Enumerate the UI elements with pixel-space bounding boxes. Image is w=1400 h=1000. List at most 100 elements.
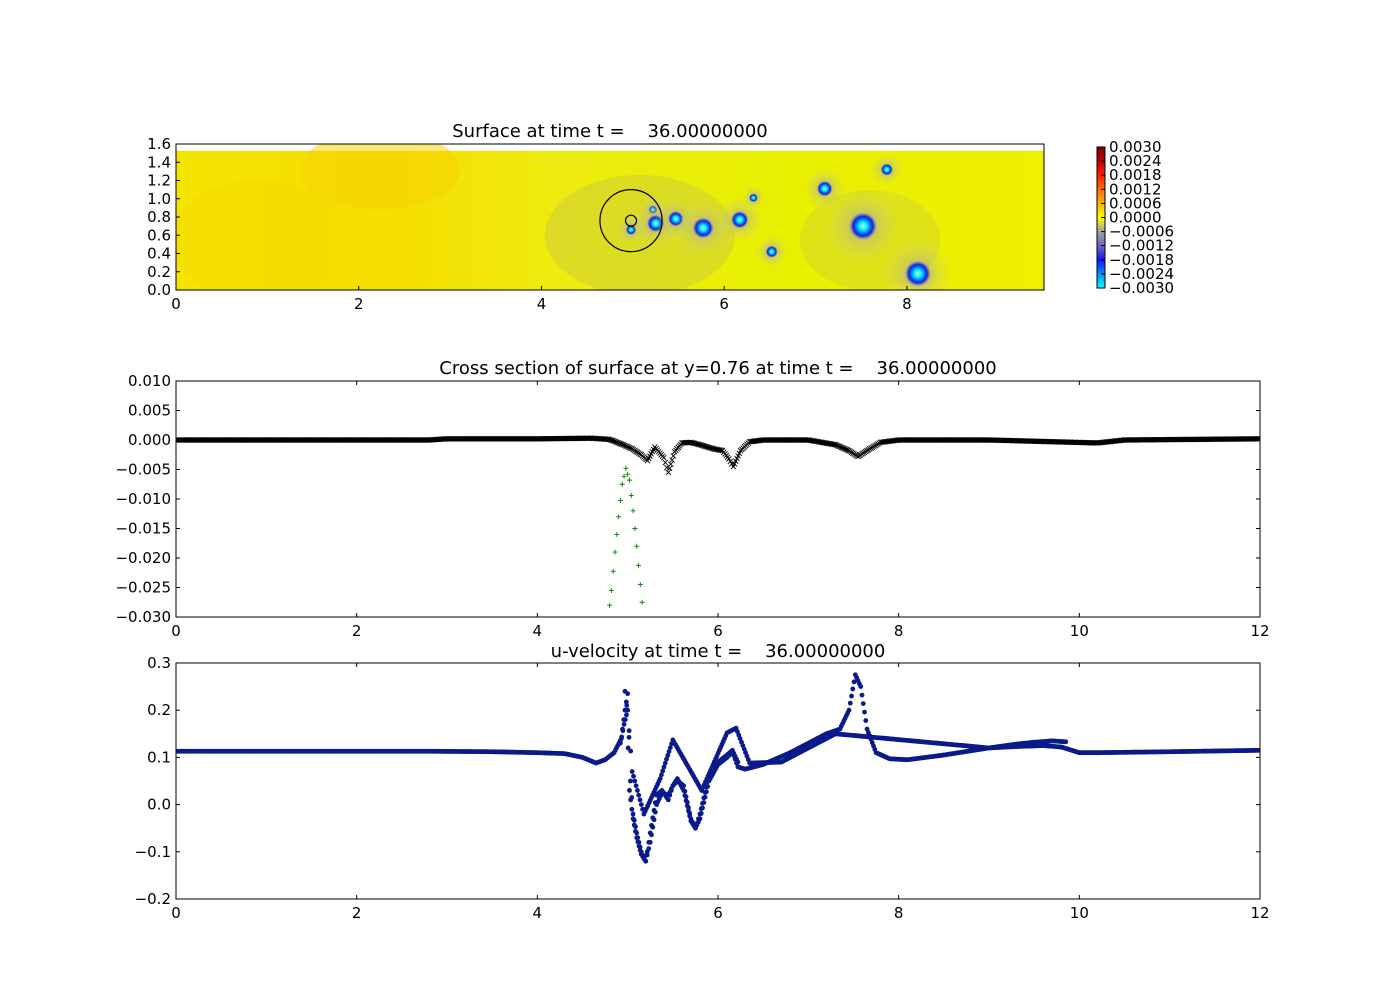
surface-x-marker [726,456,732,462]
velocity-point [629,806,635,812]
velocity-title: u-velocity at time t = 36.00000000 [551,641,886,662]
velocity-point [667,745,673,751]
surface-x-marker [670,453,677,459]
velocity-point [694,821,700,826]
y-tick-label: 0.3 [147,654,171,672]
x-tick-label: 6 [719,295,729,313]
surface-plus-marker [607,602,613,608]
velocity-point [626,728,632,734]
surface-plus-marker [632,526,638,531]
velocity-point [631,822,637,828]
cross-section-marks [176,435,1260,608]
velocity-point [624,703,630,708]
velocity-point [643,858,649,864]
velocity-point [637,797,643,803]
velocity-point [631,773,636,779]
velocity-point [687,813,693,819]
velocity-point [846,707,852,713]
obstacle-circle [624,214,638,227]
surface-x-marker [665,469,672,476]
y-tick-label: 0.000 [128,431,171,449]
velocity-point [858,684,864,689]
y-tick-label: −0.020 [115,549,171,567]
velocity-point [635,788,640,793]
x-tick-label: 0 [171,904,181,922]
velocity-point [693,825,698,831]
velocity-point [647,839,653,845]
depression-spot [748,193,759,203]
y-tick-label: −0.005 [115,461,171,479]
colorbar-tick-label: −0.0030 [1109,279,1174,297]
colorbar-tick-label: −0.0024 [1109,265,1174,283]
x-tick-label: 8 [902,295,912,313]
velocity-point [618,740,623,746]
depression-spot [730,210,749,229]
colorbar-tick-label: 0.0018 [1109,166,1162,184]
surface-plus-marker [614,531,620,537]
y-tick-label: 1.4 [147,153,171,171]
velocity-point [735,759,741,765]
velocity-point [630,811,636,817]
velocity-point [697,811,703,817]
velocity-point [633,783,639,789]
x-tick-label: 6 [713,622,723,640]
surface-y-ticks: 0.00.20.40.60.81.01.21.41.6 [147,135,180,299]
x-tick-label: 6 [713,904,723,922]
y-tick-label: 0.0 [147,281,171,299]
surface-plus-marker [621,473,627,479]
depression-spot [692,217,715,239]
surface-ridge [300,144,460,210]
velocity-point [636,843,642,849]
surface-plus-marker [612,549,618,555]
surface-plus-marker [634,543,640,549]
velocity-marks [176,672,1260,864]
surface-plus-marker [617,497,623,503]
cross-section-panel: Cross section of surface at y=0.76 at ti… [115,358,1269,640]
colorbar-tick-label: 0.0012 [1109,180,1162,198]
velocity-point [637,847,643,853]
surface-plus-marker [610,568,616,574]
velocity-point [1257,747,1260,753]
x-tick-label: 0 [171,622,181,640]
velocity-point [644,852,650,858]
velocity-point [849,693,854,699]
surface-field [176,144,1044,290]
obstacle-circles [599,189,663,253]
velocity-point [851,679,857,685]
surface-plus-marker [619,481,625,487]
velocity-point [635,839,641,845]
surface-x-marker [660,454,667,461]
velocity-point [626,734,632,740]
surface-plus-marker [639,599,645,605]
surface-plus-marker [616,514,622,520]
colorbar-tick-label: −0.0018 [1109,251,1174,269]
y-tick-label: 0.8 [147,208,171,226]
x-tick-label: 4 [533,904,543,922]
velocity-point [633,828,638,834]
velocity-point [847,700,853,706]
velocity-point [850,686,856,692]
velocity-point [659,772,664,778]
x-tick-label: 2 [352,622,362,640]
depression-spot [848,211,878,241]
velocity-point [636,792,642,798]
surface-title: Surface at time t = 36.00000000 [452,121,767,142]
x-tick-label: 10 [1070,622,1089,640]
velocity-point [686,808,691,814]
colorbar-tick-label: 0.0006 [1109,194,1162,212]
colorbar-tick-label: −0.0012 [1109,237,1174,255]
velocity-point [860,701,866,706]
surface-panel: Surface at time t = 36.00000000 0 2 4 6 8 0.… [147,121,1174,313]
depression-spot [765,245,779,259]
surface-plus-marker [623,465,629,471]
y-tick-label: 1.6 [147,135,171,153]
y-tick-label: 0.4 [147,245,171,263]
colorbar-tick-label: 0.0024 [1109,152,1162,170]
y-tick-label: 1.0 [147,190,171,208]
velocity-point [696,816,701,822]
velocity-point [662,760,668,766]
velocity-point [665,797,671,803]
velocity-point [628,797,634,803]
velocity-point [625,707,631,713]
depression-spot [816,180,833,197]
